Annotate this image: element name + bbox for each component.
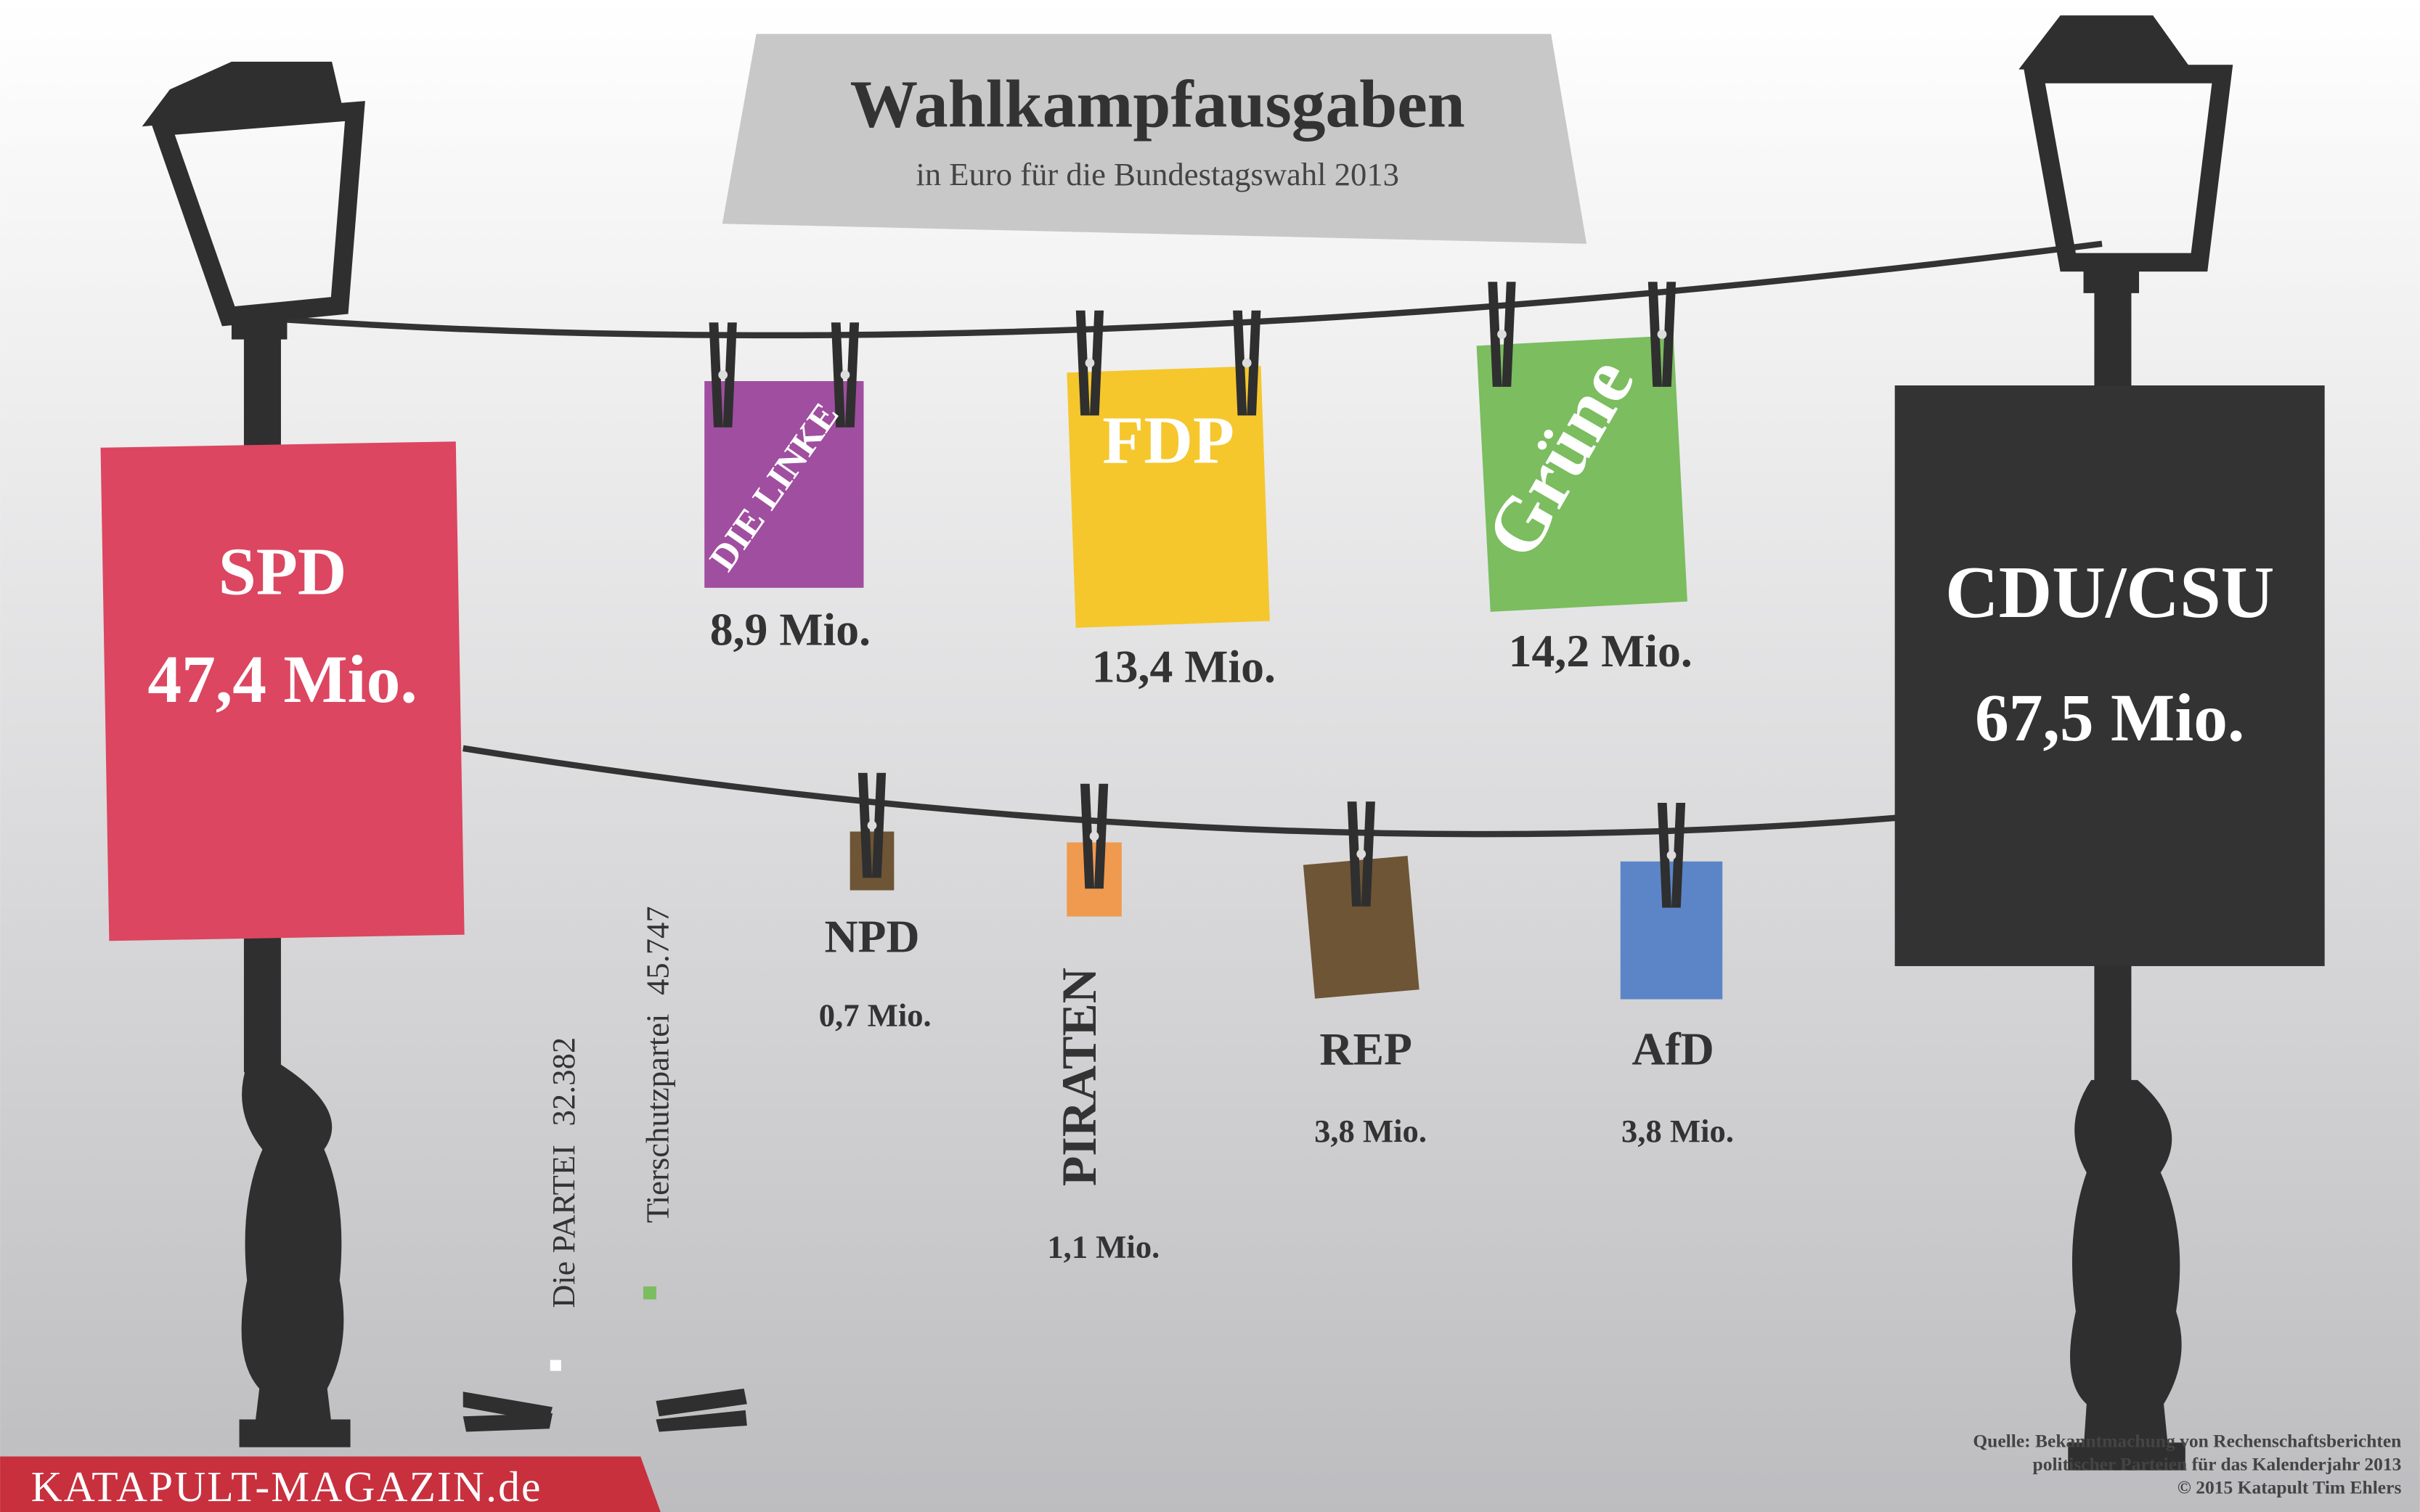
clothespin-jaw [1089,310,1104,416]
party-value: 45.747 [639,906,675,995]
source: politischer Parteien für das Kalenderjah… [2033,1454,2402,1475]
poster [850,831,895,891]
party-name: SPD [219,534,347,609]
clothespin-jaw [1075,310,1090,416]
party-name: FDP [1102,404,1234,478]
clothesline [282,240,2103,339]
party-value: 67,5 Mio. [1975,681,2244,756]
clothespin-spring [1242,358,1252,368]
clothespin [463,1388,747,1432]
clothespin-spring [1666,850,1677,860]
clothespin-spring [718,370,728,380]
clothespin [709,322,737,428]
clothespin-jaw [857,772,873,878]
party-value: 14,2 Mio. [1509,625,1692,677]
party-value: 47,4 Mio. [147,642,417,717]
party-name: Die PARTEI [545,1145,582,1308]
poster [1303,856,1419,999]
poster [1894,385,2325,966]
party-name: AfD [1631,1023,1714,1075]
poster [100,441,465,941]
clothespin-jaw [1502,282,1516,387]
clothespin [1647,282,1677,387]
clothespin [1347,801,1375,907]
party-name: Tierschutzpartei [639,1014,675,1223]
clothespin-jaw [722,322,737,428]
party-name: CDU/CSU [1945,552,2274,634]
clothespin-jaw [1347,801,1361,907]
source: © 2015 Katapult Tim Ehlers [2177,1476,2402,1497]
clothespin-jaw [1671,803,1686,908]
clothespin-jaw [1657,803,1672,908]
party-value: 32.382 [545,1037,582,1127]
clothespin-spring [867,820,877,830]
clothespin-jaw [709,322,723,428]
clothespin-spring [1089,831,1099,841]
clothespin-spring [1356,849,1366,859]
party-value: 8,9 Mio. [710,603,871,655]
poster [1620,861,1723,1000]
source: Quelle: Bekanntmachung von Rechenschafts… [1973,1431,2401,1452]
chart-subtitle: in Euro für die Bundestagswahl 2013 [916,156,1399,192]
clothespin-spring [840,370,850,380]
party-value: 3,8 Mio. [1314,1113,1427,1149]
party-value: 0,7 Mio. [819,997,932,1033]
clothesline [463,745,1899,838]
clothespin-spring [1497,330,1507,339]
party-name: PIRATEN [1051,968,1107,1186]
brand-banner [0,1456,661,1512]
clothespin [1075,310,1104,416]
poster [550,1360,561,1371]
clothespin [1657,803,1686,908]
party-value: 3,8 Mio. [1621,1113,1734,1149]
clothespin-jaw [1488,282,1502,387]
party-name: REP [1319,1023,1412,1075]
poster [643,1286,656,1300]
party-label: Die PARTEI 32.382 [545,1037,582,1308]
clothespin [857,772,887,878]
clothespin-jaw [872,772,887,878]
clothespin-jaw [1080,783,1095,889]
party-value: 13,4 Mio. [1092,640,1276,692]
party-name: NPD [824,910,919,962]
clothespin-jaw [1361,801,1375,907]
chart-title: Wahlkampfausgaben [850,67,1465,142]
party-label: Tierschutzpartei 45.747 [639,906,675,1223]
poster [1067,842,1122,917]
poster [1067,365,1270,628]
party-value: 1,1 Mio. [1047,1228,1160,1264]
brand: KATAPULT-MAGAZIN.de [31,1463,542,1511]
title-plate [722,33,1587,244]
clothespin [1488,282,1516,387]
clothespin-jaw [1647,282,1663,387]
clothespin-jaw [1662,282,1677,387]
poster [1476,335,1687,612]
clothespin [1080,783,1109,889]
clothespin-spring [1657,330,1667,339]
clothespin-jaw [1094,783,1109,889]
clothespin-spring [1085,358,1095,368]
